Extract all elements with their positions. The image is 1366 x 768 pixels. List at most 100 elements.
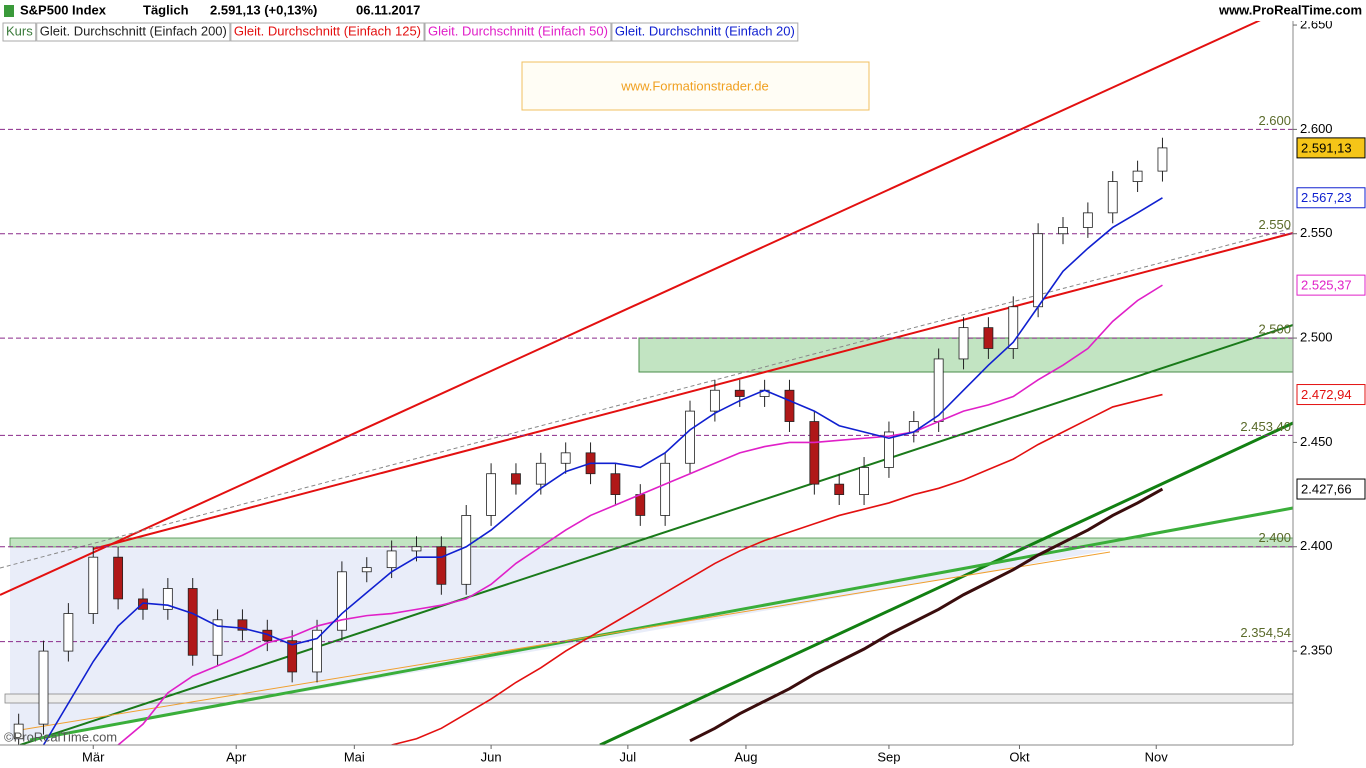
candle-body <box>709 389 720 412</box>
level-label: 2.550 <box>1258 217 1291 232</box>
candle-body <box>1157 147 1168 172</box>
legend-box <box>230 22 425 42</box>
candle-body <box>610 473 621 495</box>
candle-body <box>884 431 894 468</box>
trend-line <box>19 551 1111 731</box>
legend: Kurs Gleit. Durchschnitt (Einfach 200) Gle… <box>2 22 799 42</box>
candle-body <box>386 550 397 569</box>
price-tag <box>1296 137 1366 159</box>
candle-body <box>361 567 372 573</box>
candle-body <box>859 467 869 495</box>
candle-body <box>511 473 521 485</box>
legend-box <box>36 22 231 42</box>
y-tick-label: 2.350 <box>1300 643 1333 658</box>
candle-body <box>411 546 422 552</box>
y-tick-label: 2.550 <box>1300 225 1333 240</box>
header-bar <box>0 0 1366 21</box>
price-tag <box>1296 187 1366 209</box>
ma-line <box>117 284 1163 746</box>
x-tick-label: Jul <box>620 749 637 764</box>
candle-body <box>461 515 472 585</box>
source: www.ProRealTime.com <box>1218 2 1362 17</box>
legend-box <box>424 22 612 42</box>
level-label: 2.453,40 <box>1240 419 1291 434</box>
level-label: 2.500 <box>1258 322 1291 337</box>
x-tick-label: Jun <box>481 749 502 764</box>
candle-body <box>162 588 173 610</box>
candle-body <box>63 613 74 652</box>
trend-line <box>19 324 1294 746</box>
candle-body <box>287 640 298 673</box>
legend-box <box>2 22 37 42</box>
candle-body <box>113 556 124 600</box>
candle-body <box>187 588 198 656</box>
price-tag-label: 2.591,13 <box>1301 140 1352 155</box>
candle-body <box>660 462 671 516</box>
y-tick-label: 2.500 <box>1300 330 1333 345</box>
candle-body <box>635 494 646 516</box>
price-tag <box>1296 384 1366 406</box>
price-tag-label: 2.567,23 <box>1301 190 1352 205</box>
x-tick-label: Apr <box>226 749 247 764</box>
candle-body <box>1008 306 1019 349</box>
level-label: 2.400 <box>1258 530 1291 545</box>
price-tag-label: 2.472,94 <box>1301 387 1352 402</box>
candle-body <box>809 421 820 485</box>
price-tag-label: 2.427,66 <box>1301 481 1352 496</box>
app-icon <box>4 5 14 17</box>
trend-line <box>0 17 1266 596</box>
candle-body <box>784 389 795 422</box>
period: Täglich <box>143 2 189 17</box>
candle-body <box>983 327 994 349</box>
price-tag <box>1296 274 1366 296</box>
candle-body <box>312 629 322 673</box>
watermark-box <box>521 61 870 111</box>
legend-entry: Gleit. Durchschnitt (Einfach 125) <box>234 23 421 38</box>
candle-body <box>436 546 447 585</box>
x-axis-area <box>0 745 1366 768</box>
candle-body <box>1033 233 1044 308</box>
candle-body <box>237 619 248 631</box>
candle-body <box>88 556 99 614</box>
levels: 2.600 2.550 2.500 2.453,40 2.400 2.354,54 <box>0 113 1293 643</box>
trend-line <box>599 421 1294 747</box>
legend-entry: Kurs <box>6 23 33 38</box>
x-tick-label: Mär <box>82 749 105 764</box>
candle-body <box>958 327 969 360</box>
legend-entry: Gleit. Durchschnitt (Einfach 20) <box>615 23 795 38</box>
y-tick-label: 2.450 <box>1300 434 1333 449</box>
candle-body <box>1107 181 1118 214</box>
quote: 2.591,13 (+0,13%) <box>210 2 317 17</box>
candle-body <box>834 483 845 495</box>
legend-entry: Gleit. Durchschnitt (Einfach 50) <box>428 23 608 38</box>
candle-body <box>685 410 695 464</box>
candle-body <box>1082 212 1093 228</box>
copyright: ©ProRealTime.com <box>4 729 117 744</box>
candle-body <box>13 723 24 740</box>
y-tick-label: 2.600 <box>1300 121 1333 136</box>
marks <box>13 137 1168 746</box>
trend-line <box>92 232 1294 550</box>
level-label: 2.600 <box>1258 113 1291 128</box>
ma-line <box>42 197 1163 746</box>
legend-box <box>611 22 799 42</box>
x-tick-label: Okt <box>1009 749 1030 764</box>
candle-body <box>535 462 546 485</box>
candle-body <box>486 473 496 516</box>
candle-body <box>38 650 49 725</box>
legend-entry: Gleit. Durchschnitt (Einfach 200) <box>40 23 227 38</box>
ma-line <box>689 487 1164 743</box>
x-tick-label: Aug <box>734 749 757 764</box>
y-axis-area <box>1293 0 1366 768</box>
chart-title: S&P500 Index <box>20 2 107 17</box>
watermark: www.Formationstrader.de <box>620 78 768 93</box>
y-tick-label: 2.400 <box>1300 538 1333 553</box>
x-tick-label: Nov <box>1145 749 1169 764</box>
x-tick-label: Mai <box>344 749 365 764</box>
candle-body <box>560 452 571 464</box>
trend-line <box>0 227 1294 569</box>
date: 06.11.2017 <box>356 2 420 17</box>
price-tag <box>1296 478 1366 500</box>
